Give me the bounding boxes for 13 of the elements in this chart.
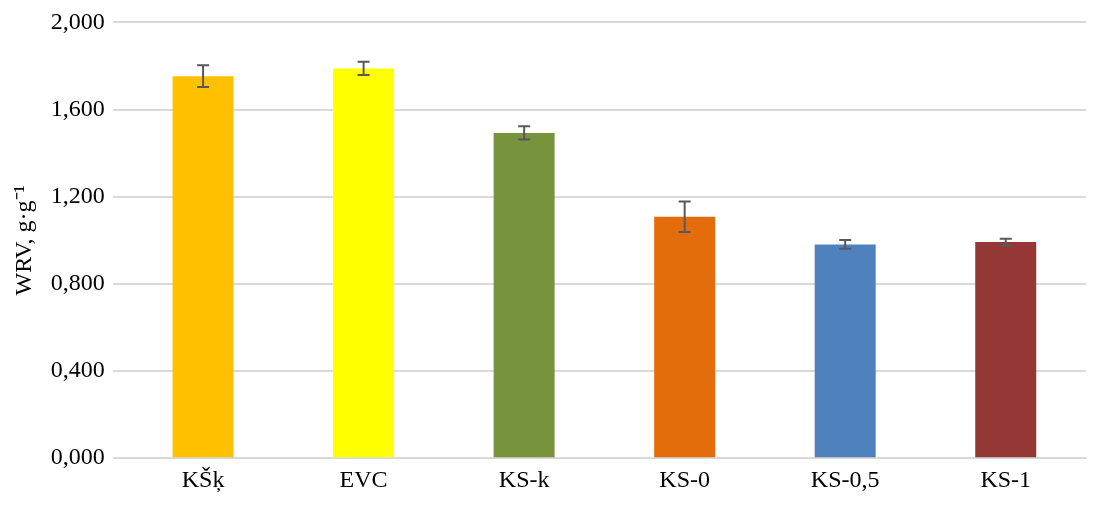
y-tick-label: 0,400 xyxy=(50,356,105,383)
x-tick-label: EVC xyxy=(339,465,388,492)
y-tick-label: 1,600 xyxy=(50,94,105,121)
y-tick-label: 0,800 xyxy=(50,269,105,296)
y-axis-title: WRV, g·g⁻¹ xyxy=(9,185,36,296)
x-tick-label: KS-0 xyxy=(659,465,710,492)
y-tick-label: 0,000 xyxy=(50,443,105,470)
y-tick-label: 2,000 xyxy=(50,7,105,34)
x-tick-label: KS-0,5 xyxy=(810,465,880,492)
x-tick-label: KS-1 xyxy=(980,465,1032,492)
x-tick-label: KS-k xyxy=(498,465,550,492)
x-tick-label: KŠķ xyxy=(181,465,225,493)
y-tick-label: 1,200 xyxy=(50,182,105,209)
